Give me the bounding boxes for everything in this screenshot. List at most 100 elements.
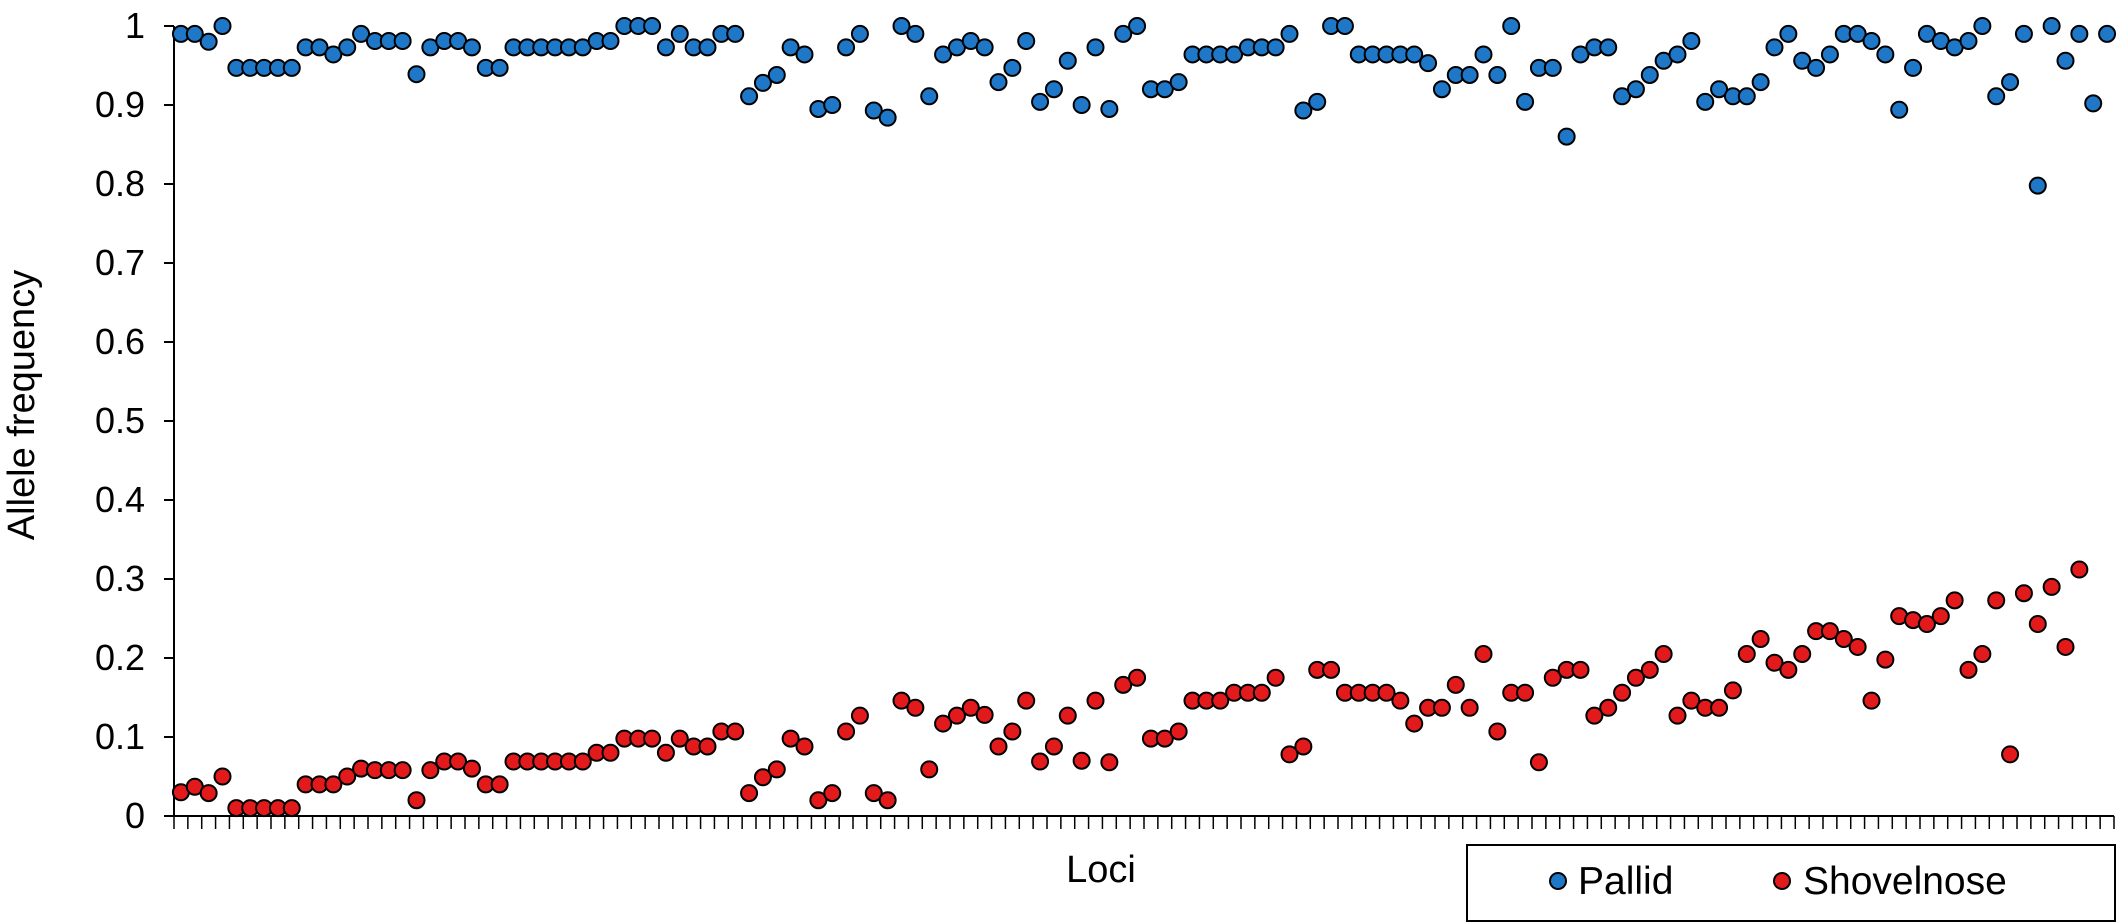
x-axis-title: Loci: [1066, 849, 1136, 891]
point-pallid: [324, 45, 343, 64]
point-pallid: [2014, 24, 2033, 43]
point-pallid: [1031, 92, 1050, 111]
point-shovelnose: [809, 791, 828, 810]
point-pallid: [1973, 17, 1992, 35]
point-shovelnose: [1058, 706, 1077, 725]
point-pallid: [698, 38, 717, 57]
point-shovelnose: [1917, 615, 1936, 634]
point-pallid: [643, 17, 662, 35]
point-shovelnose: [989, 737, 1008, 756]
point-shovelnose: [947, 706, 966, 725]
point-shovelnose: [213, 767, 232, 786]
point-pallid: [726, 24, 745, 43]
y-tick-label: 0.4: [95, 479, 145, 520]
point-shovelnose: [698, 737, 717, 756]
point-pallid: [1058, 51, 1077, 70]
point-pallid: [656, 38, 675, 57]
point-shovelnose: [1114, 675, 1133, 694]
point-pallid: [393, 32, 412, 51]
point-pallid: [490, 58, 509, 77]
point-shovelnose: [920, 760, 939, 779]
point-pallid: [934, 45, 953, 64]
legend-label-shovelnose: Shovelnose: [1803, 860, 2007, 903]
point-shovelnose: [1626, 668, 1645, 687]
point-shovelnose: [1474, 645, 1493, 664]
y-tick-label: 0.1: [95, 716, 145, 757]
point-shovelnose: [643, 729, 662, 748]
point-pallid: [1848, 24, 1867, 43]
point-shovelnose: [1003, 722, 1022, 741]
point-shovelnose: [878, 791, 897, 810]
point-pallid: [338, 38, 357, 57]
point-shovelnose: [1654, 645, 1673, 664]
point-shovelnose: [1405, 714, 1424, 733]
point-pallid: [1266, 38, 1285, 57]
y-tick-label: 1: [125, 5, 145, 46]
point-pallid: [1557, 127, 1576, 146]
point-pallid: [1696, 92, 1715, 111]
point-shovelnose: [199, 784, 218, 803]
point-shovelnose: [490, 775, 509, 794]
point-shovelnose: [2042, 577, 2061, 596]
point-shovelnose: [1377, 683, 1396, 702]
point-pallid: [920, 87, 939, 106]
point-pallid: [1599, 38, 1618, 57]
series-shovelnose: [171, 560, 2089, 818]
point-shovelnose: [1391, 691, 1410, 710]
point-shovelnose: [864, 784, 883, 803]
point-pallid: [1044, 80, 1063, 99]
point-shovelnose: [726, 722, 745, 741]
point-pallid: [892, 17, 911, 35]
legend-marker-shovelnose: [1773, 872, 1791, 890]
point-shovelnose: [1682, 691, 1701, 710]
point-shovelnose: [1751, 630, 1770, 649]
point-pallid: [1807, 58, 1826, 77]
point-pallid: [1710, 80, 1729, 99]
point-shovelnose: [2056, 637, 2075, 656]
point-pallid: [2056, 51, 2075, 70]
point-pallid: [1114, 24, 1133, 43]
point-pallid: [1474, 45, 1493, 64]
point-shovelnose: [1086, 691, 1105, 710]
point-pallid: [2028, 176, 2047, 195]
point-shovelnose: [1640, 660, 1659, 679]
point-shovelnose: [1169, 722, 1188, 741]
point-shovelnose: [850, 706, 869, 725]
point-pallid: [199, 32, 218, 51]
point-pallid: [1432, 80, 1451, 99]
point-shovelnose: [1793, 645, 1812, 664]
point-shovelnose: [2070, 560, 2089, 579]
point-shovelnose: [1017, 691, 1036, 710]
point-shovelnose: [1876, 650, 1895, 669]
point-shovelnose: [1737, 645, 1756, 664]
point-pallid: [1737, 87, 1756, 106]
y-tick-label: 0.5: [95, 400, 145, 441]
point-pallid: [2098, 24, 2117, 43]
point-shovelnose: [906, 698, 925, 717]
point-shovelnose: [1862, 691, 1881, 710]
point-shovelnose: [2014, 584, 2033, 603]
point-shovelnose: [1100, 753, 1119, 772]
point-pallid: [1405, 45, 1424, 64]
point-shovelnose: [670, 729, 689, 748]
point-pallid: [1335, 17, 1354, 35]
point-shovelnose: [1294, 737, 1313, 756]
point-pallid: [213, 17, 232, 35]
y-tick-label: 0.3: [95, 558, 145, 599]
point-pallid: [850, 24, 869, 43]
point-pallid: [1460, 65, 1479, 84]
point-shovelnose: [338, 767, 357, 786]
point-shovelnose: [823, 784, 842, 803]
point-pallid: [352, 24, 371, 43]
legend-box: [1466, 844, 2116, 922]
point-pallid: [185, 24, 204, 43]
point-pallid: [906, 24, 925, 43]
point-pallid: [1308, 92, 1327, 111]
point-pallid: [1488, 65, 1507, 84]
point-shovelnose: [934, 714, 953, 733]
point-shovelnose: [837, 722, 856, 741]
point-shovelnose: [1280, 745, 1299, 764]
point-shovelnose: [1571, 660, 1590, 679]
point-pallid: [1502, 17, 1521, 35]
point-shovelnose: [421, 761, 440, 780]
